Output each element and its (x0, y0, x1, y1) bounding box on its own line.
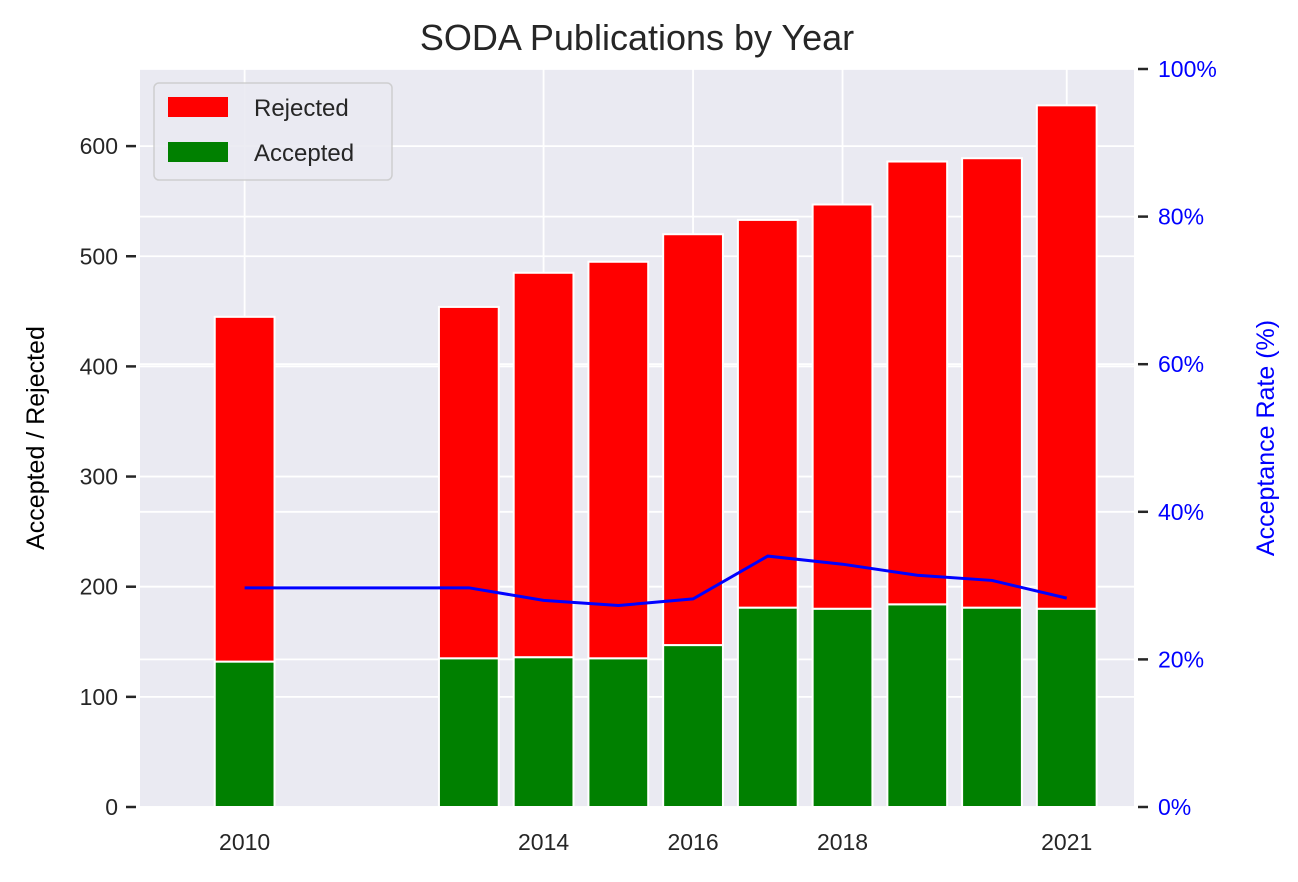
y-axis-label-left: Accepted / Rejected (22, 326, 50, 550)
y-tick-label-right: 100% (1158, 56, 1217, 82)
bar-rejected-2015 (587, 260, 650, 660)
y-tick-label-left: 100 (80, 684, 118, 710)
x-axis: 2010 2014 2016 2018 2021 (219, 829, 1092, 855)
bar-rejected-2014 (512, 271, 575, 659)
acceptance-rate-line (244, 554, 1068, 608)
bar-accepted-2016 (662, 644, 724, 809)
y-tick-label-left: 200 (80, 574, 118, 600)
bars (213, 104, 1098, 809)
bar-rejected-2021 (1035, 104, 1098, 610)
x-tick-label: 2010 (219, 829, 270, 855)
bar-accepted-2015 (587, 657, 650, 809)
y-axis-label-right: Acceptance Rate (%) (1252, 320, 1280, 556)
bar-rejected-2016 (662, 233, 724, 647)
legend-swatch-rejected (168, 97, 228, 117)
y-tick-label-right: 80% (1158, 204, 1204, 230)
bar-rejected-2019 (886, 160, 949, 606)
y-tick-label-left: 0 (105, 794, 118, 820)
x-tick-label: 2014 (518, 829, 569, 855)
y-tick-label-right: 40% (1158, 499, 1204, 525)
legend-swatch-accepted (168, 142, 228, 162)
chart-title: SODA Publications by Year (420, 17, 854, 58)
x-tick-label: 2018 (817, 829, 868, 855)
bar-accepted-2013 (437, 657, 500, 809)
bar-accepted-2021 (1035, 607, 1098, 808)
bar-accepted-2010 (213, 660, 276, 808)
bar-accepted-2018 (811, 607, 874, 808)
y-tick-label-left: 500 (80, 243, 118, 269)
x-tick-label: 2021 (1041, 829, 1092, 855)
y-tick-label-left: 300 (80, 464, 118, 490)
bar-accepted-2019 (886, 603, 949, 808)
bar-accepted-2014 (512, 656, 575, 808)
y-tick-label-left: 400 (80, 353, 118, 379)
legend: Rejected Accepted (153, 82, 393, 181)
y-tick-label-right: 0% (1158, 794, 1191, 820)
bar-rejected-2010 (213, 315, 276, 663)
bar-rejected-2013 (437, 305, 500, 660)
y-tick-label-right: 20% (1158, 646, 1204, 672)
legend-label-rejected: Rejected (254, 95, 349, 122)
legend-label-accepted: Accepted (254, 140, 354, 167)
bar-rejected-2018 (811, 203, 874, 610)
y-tick-label-left: 600 (80, 133, 118, 159)
bar-accepted-2020 (961, 606, 1023, 808)
bar-rejected-2017 (736, 218, 799, 609)
bar-accepted-2017 (736, 606, 799, 808)
left-axis: 0 100 200 300 400 500 600 (80, 133, 136, 820)
x-tick-label: 2016 (667, 829, 718, 855)
right-axis: 0% 20% 40% 60% 80% 100% (1138, 56, 1217, 820)
y-tick-label-right: 60% (1158, 351, 1204, 377)
acceptance-rate-line-group (244, 554, 1068, 608)
bar-rejected-2020 (961, 157, 1023, 609)
